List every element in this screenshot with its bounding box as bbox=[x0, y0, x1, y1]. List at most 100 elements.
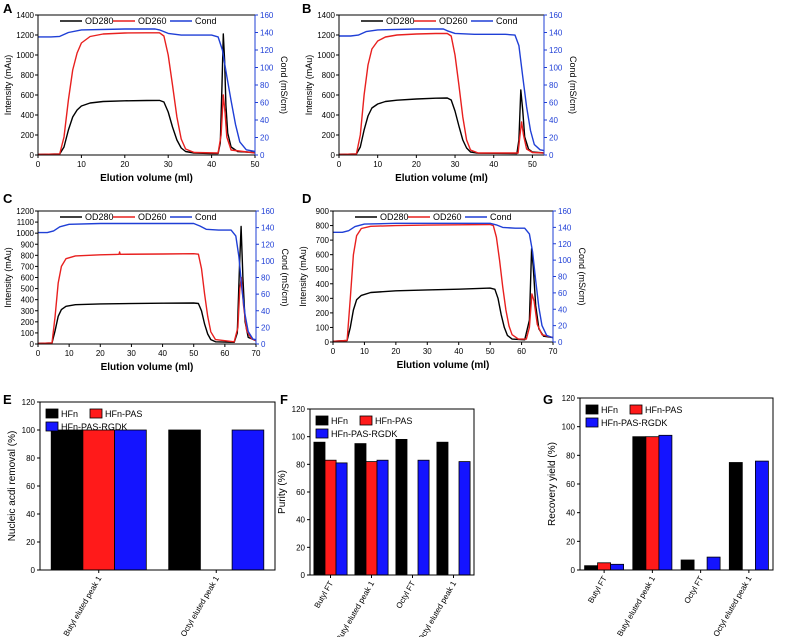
y-tick-label: 900 bbox=[21, 240, 35, 249]
x-tick-label: 0 bbox=[36, 349, 41, 358]
y-tick-label: 100 bbox=[22, 426, 36, 435]
y2-tick-label: 20 bbox=[558, 322, 567, 331]
legend-label: HFn-PAS bbox=[105, 409, 142, 419]
legend-label: HFn bbox=[61, 409, 78, 419]
y-tick-label: 1200 bbox=[317, 31, 335, 40]
panel-label: A bbox=[3, 1, 13, 16]
y2-tick-label: 140 bbox=[261, 224, 275, 233]
y-tick-label: 200 bbox=[316, 309, 330, 318]
y-tick-label: 800 bbox=[322, 71, 336, 80]
y-tick-label: 1000 bbox=[16, 229, 34, 238]
y-tick-label: 1000 bbox=[16, 51, 34, 60]
y-tick-label: 100 bbox=[562, 423, 576, 432]
series-line-od280 bbox=[338, 89, 545, 156]
y-tick-label: 600 bbox=[21, 274, 35, 283]
y-axis-label: Nucleic acdi removal (%) bbox=[7, 431, 18, 542]
x-tick-label: 0 bbox=[337, 160, 342, 169]
bar bbox=[706, 556, 721, 571]
y-tick-label: 300 bbox=[316, 294, 330, 303]
y-tick-label: 0 bbox=[31, 566, 36, 575]
y2-tick-label: 20 bbox=[261, 323, 270, 332]
y2-tick-label: 160 bbox=[260, 11, 274, 20]
y-tick-label: 20 bbox=[296, 543, 305, 552]
x-tick-label: 40 bbox=[158, 349, 167, 358]
x-axis-label: Elution volume (ml) bbox=[397, 360, 490, 371]
bar bbox=[632, 436, 647, 571]
chart-panel-a: A0 10 20 30 40 500200400600800100012001400020… bbox=[3, 1, 289, 184]
y-tick-label: 100 bbox=[292, 433, 306, 442]
y2-axis-label: Cond (mS/cm) bbox=[280, 248, 290, 306]
y-tick-label: 1400 bbox=[16, 11, 34, 20]
x-tick-label: 0 bbox=[331, 347, 336, 356]
y2-tick-label: 120 bbox=[549, 46, 563, 55]
x-tick-label: 10 bbox=[360, 347, 369, 356]
chart-panel-b: B 0 10 20 30 40 50 0 200 400 600 800 1000 1200 1400 0 20… bbox=[302, 1, 578, 184]
y-tick-label: 0 bbox=[30, 151, 35, 160]
y-tick-label: 500 bbox=[316, 265, 330, 274]
series-line-cond bbox=[339, 28, 545, 152]
y2-tick-label: 80 bbox=[549, 81, 558, 90]
y2-tick-label: 0 bbox=[260, 151, 265, 160]
x-tick-label: 10 bbox=[65, 349, 74, 358]
y-tick-label: 40 bbox=[26, 510, 35, 519]
legend-label: HFn bbox=[601, 405, 618, 415]
y2-tick-label: 160 bbox=[261, 207, 275, 216]
y-tick-label: 0 bbox=[571, 566, 576, 575]
bar bbox=[50, 429, 84, 571]
series-line-od280 bbox=[37, 225, 257, 345]
y-tick-label: 700 bbox=[316, 236, 330, 245]
y2-tick-label: 40 bbox=[558, 305, 567, 314]
y-tick-label: 600 bbox=[322, 91, 336, 100]
series-line-cond bbox=[333, 222, 554, 339]
chart-panel-f: F 0 20 40 60 80 100 120 Butyl FT Butyl eluted pea… bbox=[277, 392, 475, 637]
category-label: Octyl FT bbox=[394, 579, 417, 610]
legend-label: OD280 bbox=[85, 212, 114, 222]
legend-label: HFn-PAS bbox=[375, 416, 412, 426]
bar bbox=[645, 436, 660, 571]
y-tick-label: 1200 bbox=[16, 31, 34, 40]
legend-label: HFn-PAS-RGDK bbox=[61, 422, 127, 432]
bar bbox=[417, 459, 430, 576]
series-line-od260 bbox=[338, 32, 545, 156]
y-axis-label: Recovery yield (%) bbox=[547, 442, 558, 526]
bar bbox=[365, 461, 378, 576]
y2-tick-label: 100 bbox=[549, 64, 563, 73]
category-label: Octyl FT bbox=[682, 574, 705, 605]
y-tick-label: 900 bbox=[316, 207, 330, 216]
category-label: Octyl eluted peak 1 bbox=[712, 574, 754, 637]
x-axis-label: Elution volume (ml) bbox=[100, 173, 193, 184]
x-tick-label: 30 bbox=[451, 160, 460, 169]
bar bbox=[597, 562, 611, 571]
y2-tick-label: 160 bbox=[549, 11, 563, 20]
legend-label: OD280 bbox=[85, 16, 114, 26]
x-tick-label: 70 bbox=[252, 349, 261, 358]
x-tick-label: 40 bbox=[454, 347, 463, 356]
x-axis-label: Elution volume (ml) bbox=[395, 173, 488, 184]
y2-tick-label: 0 bbox=[549, 151, 554, 160]
y-tick-label: 0 bbox=[331, 151, 336, 160]
x-tick-label: 20 bbox=[120, 160, 129, 169]
bar bbox=[755, 460, 769, 571]
y-axis-label: Intensity (mAu) bbox=[304, 55, 314, 116]
x-tick-label: 20 bbox=[96, 349, 105, 358]
bar bbox=[354, 443, 367, 576]
bar bbox=[231, 429, 265, 571]
y2-tick-label: 80 bbox=[260, 81, 269, 90]
legend-swatch bbox=[629, 404, 643, 415]
bar bbox=[168, 429, 201, 571]
y2-tick-label: 80 bbox=[261, 274, 270, 283]
category-label: Butyl FT bbox=[313, 579, 336, 609]
y-tick-label: 600 bbox=[21, 91, 35, 100]
y2-tick-label: 0 bbox=[558, 338, 563, 347]
legend-label: Cond bbox=[195, 212, 217, 222]
x-tick-label: 60 bbox=[517, 347, 526, 356]
panel-label: C bbox=[3, 191, 13, 206]
x-tick-label: 50 bbox=[486, 347, 495, 356]
y-axis-label: Intensity (mAu) bbox=[298, 246, 308, 307]
category-label: Butyl eluted peak 1 bbox=[62, 574, 104, 637]
y-tick-label: 0 bbox=[301, 571, 306, 580]
legend-label: OD280 bbox=[380, 212, 409, 222]
bar bbox=[458, 461, 471, 576]
y2-tick-label: 40 bbox=[261, 307, 270, 316]
